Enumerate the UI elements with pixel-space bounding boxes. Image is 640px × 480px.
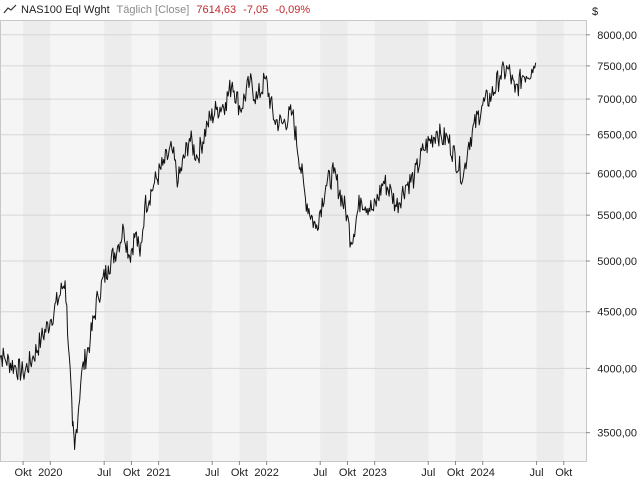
chart-header: NAS100 Eql Wght Täglich [Close] 7614,63 …: [3, 3, 314, 17]
y-unit-label: $: [592, 6, 598, 18]
x-tick-label: Okt: [231, 467, 248, 479]
price-change-percent: -0,09%: [275, 4, 311, 16]
y-tick-label: 4500,00: [597, 307, 637, 319]
period-band: [23, 20, 51, 461]
plot-background: [0, 20, 586, 461]
plot-frame: [0, 20, 587, 462]
period-band: [320, 20, 348, 461]
interval-mode[interactable]: Täglich [Close]: [116, 4, 190, 16]
last-price: 7614,63: [196, 4, 237, 16]
period-band: [374, 20, 429, 461]
x-axis: Okt 2020 Jul Okt 2021 Jul Okt 2022 Jul Okt 2023 Jul…: [15, 461, 572, 479]
price-line: [0, 61, 537, 450]
x-tick-label: Okt: [123, 467, 140, 479]
y-tick-label: 7500,00: [597, 61, 637, 73]
y-tick-label: 8000,00: [597, 30, 637, 42]
x-tick-label: Okt: [15, 467, 32, 479]
period-band: [104, 20, 132, 461]
x-tick-label: 2022: [254, 467, 278, 479]
x-tick-label: Okt: [339, 467, 356, 479]
y-tick-label: 6500,00: [597, 130, 637, 142]
x-tick-label: 2021: [146, 467, 170, 479]
y-tick-label: 7000,00: [597, 94, 637, 106]
x-tick-label: 2020: [38, 467, 62, 479]
x-tick-label: Jul: [530, 467, 544, 479]
price-series: [0, 61, 537, 450]
x-tick-label: Jul: [313, 467, 327, 479]
grid-lines: [0, 34, 586, 434]
y-tick-label: 4000,00: [597, 363, 637, 375]
x-tick-label: 2024: [470, 467, 494, 479]
y-axis: 3500,00 4000,00 4500,00 5000,00 5500,00 6000,…: [586, 6, 637, 440]
x-tick-label: Okt: [555, 467, 572, 479]
year-bands: [0, 20, 586, 461]
x-tick-label: 2023: [362, 467, 386, 479]
y-tick-label: 3500,00: [597, 428, 637, 440]
x-tick-label: Jul: [97, 467, 111, 479]
x-tick-label: Jul: [421, 467, 435, 479]
y-tick-label: 5500,00: [597, 210, 637, 222]
y-tick-label: 5000,00: [597, 256, 637, 268]
period-band: [455, 20, 483, 461]
line-chart-icon: [3, 4, 17, 16]
instrument-name: NAS100 Eql Wght: [21, 4, 110, 16]
price-change: -7,05: [243, 4, 269, 16]
x-tick-label: Okt: [447, 467, 464, 479]
x-tick-label: Jul: [205, 467, 219, 479]
period-band: [536, 20, 564, 461]
period-band: [158, 20, 213, 461]
y-tick-label: 6000,00: [597, 168, 637, 180]
